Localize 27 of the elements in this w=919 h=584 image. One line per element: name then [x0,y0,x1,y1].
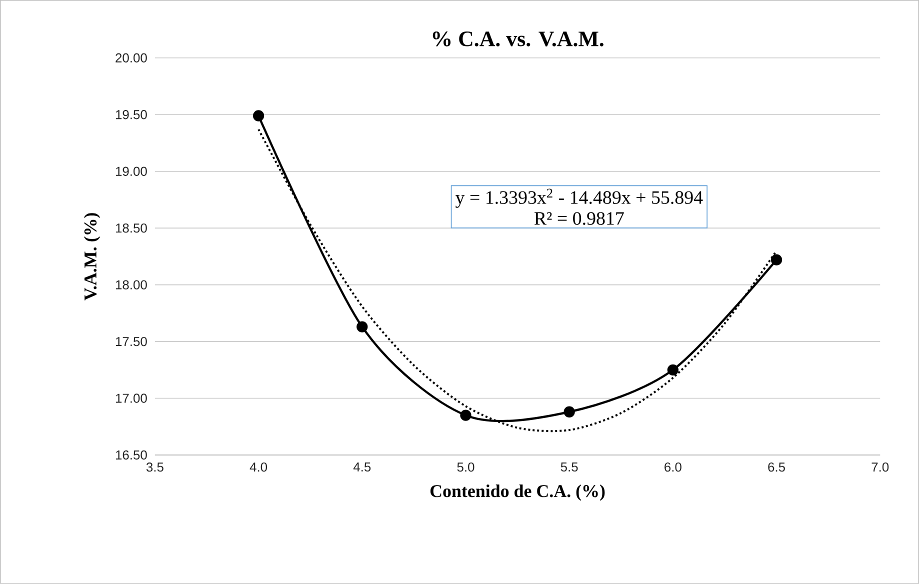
y-tick-label: 17.50 [116,336,147,346]
y-tick-label: 19.00 [116,166,147,176]
y-tick-label: 18.00 [116,280,147,290]
x-tick-label: 3.5 [146,462,164,472]
annotation: y = 1.3393x$^{2}$ - 14.489x + 55.894 [456,188,703,208]
y-tick-label: 19.50 [116,110,147,120]
point [460,410,472,421]
point [564,406,575,418]
x-tick-label: 4.5 [353,462,371,472]
x-tick-label: 4.0 [250,462,268,472]
x-axis-title: Contenido de C.A. (%) [430,484,605,501]
point [667,364,678,376]
x-tick-label: 5.5 [560,462,578,472]
annotation: R² = 0.9817 [534,212,624,225]
y-tick-label: 16.50 [116,450,147,460]
x-tick-label: 6.0 [664,462,682,472]
chart-title: % C.A. vs. V.A.M. [432,32,604,46]
y-tick-label: 18.50 [116,224,147,233]
x-tick-label: 5.0 [457,462,474,472]
y-axis-title: V.A.M. (%) [84,213,100,300]
point [356,321,368,332]
x-tick-label: 6.5 [768,462,785,472]
point [770,254,782,266]
x-tick-label: 7.0 [872,462,889,472]
y-tick-label: 17.00 [116,394,147,403]
y-tick-label: 20.00 [116,53,147,63]
point [252,110,264,122]
